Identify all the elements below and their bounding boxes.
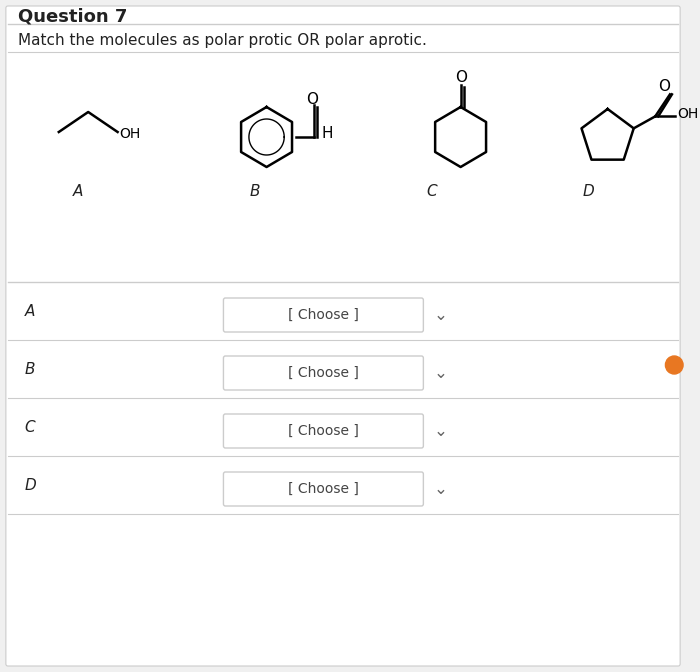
Text: ⌄: ⌄ — [434, 364, 448, 382]
Text: OH: OH — [677, 108, 698, 122]
Text: Question 7: Question 7 — [18, 8, 127, 26]
Text: [ Choose ]: [ Choose ] — [288, 424, 359, 438]
Text: A: A — [25, 304, 35, 319]
Circle shape — [666, 356, 683, 374]
FancyBboxPatch shape — [6, 6, 680, 666]
Text: ⌄: ⌄ — [434, 480, 448, 498]
Text: ⌄: ⌄ — [434, 306, 448, 324]
Text: D: D — [25, 478, 36, 493]
Text: H: H — [321, 126, 333, 142]
Text: OH: OH — [120, 127, 141, 141]
Text: B: B — [25, 362, 35, 376]
FancyBboxPatch shape — [223, 472, 424, 506]
Text: O: O — [306, 91, 318, 106]
FancyBboxPatch shape — [223, 414, 424, 448]
Text: O: O — [658, 79, 670, 94]
Text: [ Choose ]: [ Choose ] — [288, 482, 359, 496]
Text: [ Choose ]: [ Choose ] — [288, 366, 359, 380]
Text: ⌄: ⌄ — [434, 422, 448, 440]
Text: A: A — [74, 185, 83, 200]
FancyBboxPatch shape — [223, 298, 424, 332]
FancyBboxPatch shape — [223, 356, 424, 390]
Text: O: O — [456, 69, 468, 85]
Text: D: D — [582, 185, 594, 200]
Text: B: B — [250, 185, 260, 200]
Text: C: C — [25, 419, 35, 435]
Text: [ Choose ]: [ Choose ] — [288, 308, 359, 322]
Text: C: C — [426, 185, 437, 200]
Text: Match the molecules as polar protic OR polar aprotic.: Match the molecules as polar protic OR p… — [18, 32, 426, 48]
